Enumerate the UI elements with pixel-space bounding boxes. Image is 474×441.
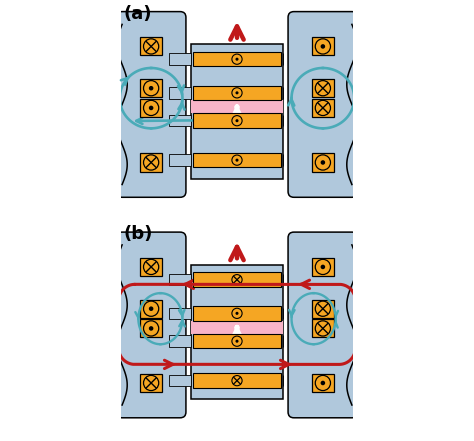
Bar <box>140 319 162 337</box>
Circle shape <box>232 54 242 64</box>
Bar <box>169 375 191 386</box>
Circle shape <box>144 301 159 316</box>
Circle shape <box>144 155 159 170</box>
Circle shape <box>144 100 159 116</box>
Bar <box>169 307 191 319</box>
Bar <box>140 258 162 276</box>
Text: (b): (b) <box>123 225 153 243</box>
Bar <box>193 86 281 100</box>
Circle shape <box>236 312 238 315</box>
Circle shape <box>320 265 325 269</box>
Bar <box>312 79 334 97</box>
Circle shape <box>149 106 154 110</box>
Bar <box>140 299 162 318</box>
Bar <box>169 154 191 166</box>
Circle shape <box>236 159 238 162</box>
Bar <box>169 274 191 285</box>
Circle shape <box>232 116 242 126</box>
Bar <box>312 299 334 318</box>
FancyBboxPatch shape <box>116 232 186 418</box>
Bar <box>169 336 191 347</box>
Bar <box>312 374 334 392</box>
Circle shape <box>315 259 330 275</box>
Bar <box>191 321 283 334</box>
Circle shape <box>149 306 154 311</box>
Circle shape <box>232 275 242 285</box>
Bar <box>169 87 191 99</box>
Circle shape <box>320 381 325 385</box>
Circle shape <box>149 86 154 90</box>
Circle shape <box>144 375 159 391</box>
Bar <box>140 374 162 392</box>
Bar <box>193 153 281 167</box>
Circle shape <box>315 81 330 96</box>
Bar <box>193 52 281 67</box>
Bar <box>191 265 283 399</box>
Circle shape <box>315 155 330 170</box>
Circle shape <box>315 100 330 116</box>
Bar <box>193 306 281 321</box>
Circle shape <box>144 39 159 54</box>
Bar <box>140 153 162 172</box>
Bar <box>193 334 281 348</box>
Circle shape <box>144 321 159 336</box>
Circle shape <box>320 160 325 165</box>
Bar <box>140 79 162 97</box>
Bar <box>193 113 281 128</box>
Circle shape <box>232 155 242 165</box>
Circle shape <box>320 44 325 49</box>
Circle shape <box>232 308 242 318</box>
Bar <box>312 258 334 276</box>
Circle shape <box>232 336 242 346</box>
Bar <box>312 37 334 56</box>
Circle shape <box>315 321 330 336</box>
Bar <box>312 319 334 337</box>
Circle shape <box>232 88 242 98</box>
Bar <box>169 115 191 127</box>
Bar <box>193 374 281 388</box>
Circle shape <box>149 326 154 331</box>
FancyBboxPatch shape <box>288 11 358 197</box>
Circle shape <box>315 375 330 391</box>
Bar <box>312 153 334 172</box>
Circle shape <box>236 58 238 61</box>
FancyBboxPatch shape <box>288 232 358 418</box>
Bar <box>140 37 162 56</box>
Bar <box>312 99 334 117</box>
Text: (a): (a) <box>123 5 152 22</box>
Bar <box>191 44 283 179</box>
Circle shape <box>315 39 330 54</box>
Circle shape <box>236 340 238 343</box>
Circle shape <box>236 91 238 94</box>
Circle shape <box>144 259 159 275</box>
Bar <box>193 273 281 287</box>
Bar <box>191 100 283 113</box>
Bar <box>169 53 191 65</box>
Circle shape <box>236 119 238 122</box>
Bar <box>140 99 162 117</box>
FancyBboxPatch shape <box>116 11 186 197</box>
Circle shape <box>315 301 330 316</box>
Circle shape <box>144 81 159 96</box>
Circle shape <box>232 376 242 386</box>
